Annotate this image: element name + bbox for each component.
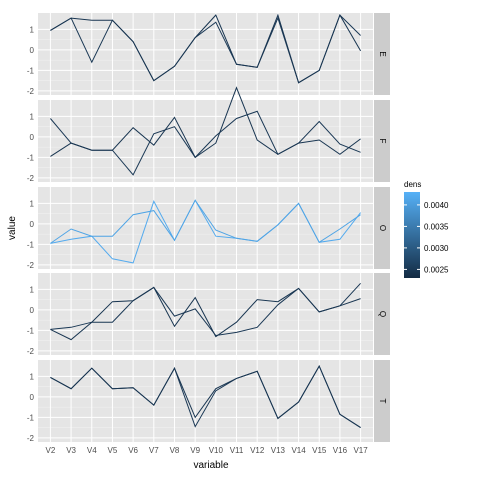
- y-tick-label: -2: [27, 261, 35, 270]
- y-tick-label: -1: [27, 153, 35, 162]
- y-tick-label: -2: [27, 87, 35, 96]
- x-tick-label: V8: [170, 446, 180, 455]
- facet-strip-label: Q: [378, 311, 387, 317]
- panel-background: [38, 187, 373, 269]
- series-line-F-2: [50, 86, 361, 159]
- x-tick-label: V7: [149, 446, 159, 455]
- y-tick-label: -1: [27, 66, 35, 75]
- facet-strip-label: O: [378, 225, 387, 231]
- x-tick-label: V11: [230, 446, 244, 455]
- panel-background: [38, 100, 373, 182]
- x-tick-label: V13: [271, 446, 286, 455]
- y-tick-label: 0: [30, 393, 35, 402]
- x-tick-label: V10: [209, 446, 224, 455]
- legend-colorbar: [404, 192, 420, 278]
- y-tick-label: 0: [30, 220, 35, 229]
- y-tick-label: -2: [27, 347, 35, 356]
- facet-strip: [374, 273, 390, 355]
- y-tick-label: 1: [30, 285, 35, 294]
- x-tick-label: V15: [312, 446, 327, 455]
- facet-strip: [374, 100, 390, 182]
- facet-strip: [374, 187, 390, 269]
- facet-strip-label: F: [378, 139, 387, 144]
- y-tick-label: 1: [30, 199, 35, 208]
- series-line-T-2: [50, 364, 361, 429]
- series-line-E-2: [50, 13, 362, 84]
- legend-tick-label: 0.0025: [424, 265, 449, 274]
- legend-tick-label: 0.0040: [424, 201, 449, 210]
- x-tick-label: V17: [353, 446, 368, 455]
- facet-strip: [374, 360, 390, 442]
- y-tick-label: 1: [30, 25, 35, 34]
- legend-tick-label: 0.0030: [424, 244, 449, 253]
- panel-background: [38, 360, 373, 442]
- color-legend: dens 0.0025 0.0030 0.0035 0.0040: [404, 180, 449, 278]
- facet-panel-Q: -2 -1 0 1 Q: [27, 273, 390, 356]
- legend-title: dens: [404, 180, 421, 189]
- x-tick-label: V12: [250, 446, 265, 455]
- y-tick-label: -2: [27, 434, 35, 443]
- y-tick-label: 0: [30, 46, 35, 55]
- series-line-Q-2: [50, 286, 361, 341]
- y-tick-label: 1: [30, 372, 35, 381]
- x-axis: V2 V3 V4 V5 V6 V7 V8 V9 V10 V11 V12 V13 V14 V15 V16 V17: [46, 446, 369, 455]
- series-line-O-2: [50, 199, 361, 244]
- x-tick-label: V6: [128, 446, 138, 455]
- y-tick-label: 0: [30, 306, 35, 315]
- y-tick-label: -1: [27, 413, 35, 422]
- x-tick-label: V3: [66, 446, 76, 455]
- y-tick-label: 1: [30, 112, 35, 121]
- facet-strip-label: E: [378, 51, 387, 56]
- panel-background: [38, 273, 373, 355]
- x-tick-label: V4: [87, 446, 97, 455]
- x-tick-label: V2: [46, 446, 56, 455]
- facet-panel-T: -2 -1 0 1 T: [27, 360, 390, 443]
- facet-strip-label: T: [378, 399, 387, 404]
- legend-tick-label: 0.0035: [424, 222, 449, 231]
- x-tick-label: V5: [108, 446, 118, 455]
- y-tick-label: 0: [30, 133, 35, 142]
- y-tick-label: -2: [27, 174, 35, 183]
- facet-panel-O: -2 -1 0 1 O: [27, 187, 390, 270]
- x-tick-label: V14: [291, 446, 306, 455]
- facet-panels: -2 -1 0 1 E -2 -1 0 1 F -2 -1 0 1 O -2 -1 0 1 Q -2 -1 0 1 T: [27, 13, 390, 443]
- x-axis-title: variable: [193, 460, 228, 471]
- facet-panel-E: -2 -1 0 1 E: [27, 13, 390, 96]
- x-tick-label: V16: [333, 446, 348, 455]
- facet-panel-F: -2 -1 0 1 F: [27, 86, 390, 183]
- x-tick-label: V9: [190, 446, 200, 455]
- y-axis-title: value: [7, 216, 18, 240]
- facet-strip: [374, 13, 390, 95]
- y-tick-label: -1: [27, 326, 35, 335]
- y-tick-label: -1: [27, 240, 35, 249]
